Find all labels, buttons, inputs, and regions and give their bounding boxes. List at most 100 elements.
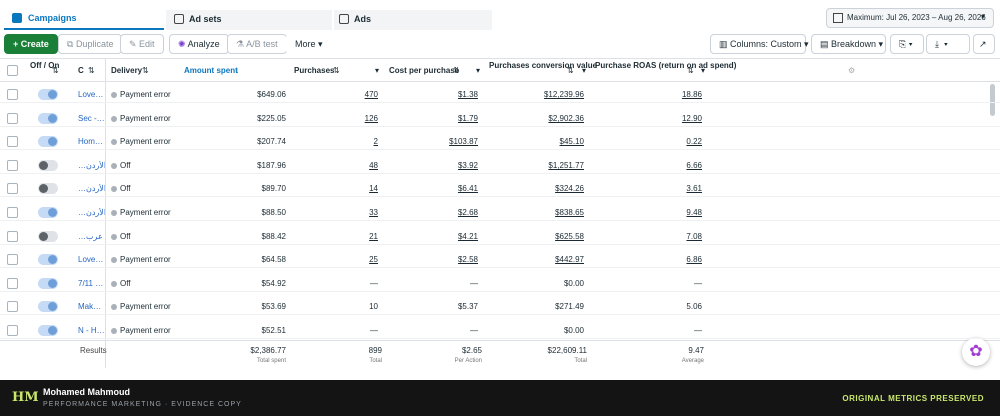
metric-cell: 12.90 [681,113,702,123]
metric-cell: $207.74 [257,137,286,147]
tab[interactable]: Ads [334,10,492,30]
delivery-status: Payment error [120,137,171,147]
metric-cell: 0.22 [686,137,702,147]
metric-cell: $89.70 [261,184,286,194]
metric-cell: $324.26 [555,184,584,194]
delivery-status: Payment error [120,90,171,99]
column-header: Cost per purchase [389,66,460,75]
toggle-knob [48,90,57,99]
sort-icon: ⇅ [333,66,340,75]
sort-icon: ⇅ [142,66,149,75]
column-menu: ▾ [476,66,481,75]
metric-cell: 6.86 [686,255,702,265]
metric-cell: $5.37 [457,302,478,312]
total-note: Total [369,358,382,364]
row-divider [0,125,1000,127]
column-header: Off / On [30,61,60,70]
row-checkbox [7,159,18,171]
campaign-name: Mak… [78,302,102,312]
settings-icon: ⚙ [848,66,856,75]
toggle [38,136,58,148]
metric-cell: $838.65 [555,208,584,217]
metric-cell: $187.96 [257,160,286,170]
metric-cell: $625.58 [555,231,584,241]
tab-label: Ads [354,14,372,24]
toggle-knob [48,278,57,288]
create-button[interactable]: + Create [4,34,58,54]
row-checkbox [7,89,18,100]
analyze-button[interactable]: ✺ Analyze [169,34,229,54]
toggle [38,277,58,289]
row-divider [0,149,1000,151]
tab-icon [174,14,184,24]
totals-divider [0,340,1000,341]
toggle-knob [48,208,57,217]
metric-cell: $0.00 [563,326,584,335]
delivery-status: Payment error [120,302,171,312]
sort-icon: ⇅ [687,66,694,75]
metric-cell: — [694,326,702,335]
campaign-name: …الأردن [78,184,105,194]
metric-cell: $1.38 [457,90,478,99]
metric-cell: 7.08 [686,231,702,241]
assistant-button[interactable]: ✿ [962,338,990,366]
total-value: $2,386.77 [250,346,286,355]
delivery-status: Payment error [120,208,171,217]
metric-cell: $4.21 [457,231,478,241]
metric-cell: 10 [369,302,378,312]
row-divider [0,220,1000,221]
metric-cell: $2,902.36 [548,113,584,123]
row-checkbox [7,230,18,242]
metric-cell: 3.61 [686,184,702,194]
metric-cell: $12,239.96 [543,90,584,99]
metric-cell: $1,251.77 [548,160,584,170]
report-button[interactable]: ⎘ ▾ [890,34,924,54]
date-range: Maximum: Jul 26, 2023 – Aug 26, 2026 [847,13,986,22]
column-menu: ▾ [582,66,587,75]
duplicate-button[interactable]: ⧉ Duplicate [58,34,123,54]
sort-icon: ⇅ [52,66,59,75]
column-header: Purchases conversion value [489,61,598,70]
row-divider [0,338,1000,339]
footer-badge: ORIGINAL METRICS PRESERVED [842,394,984,403]
campaign-name: 7/11 … [78,278,104,288]
breakdown-button[interactable]: ▤ Breakdown ▾ [811,34,886,54]
status-dot [111,92,117,98]
metric-cell: $0.00 [563,278,584,288]
status-dot [111,186,117,193]
delivery-status: Off [120,278,131,288]
campaign-name: Hom… [78,137,103,147]
more-button[interactable]: More ▾ [286,34,332,54]
columns-button[interactable]: ▥ Columns: Custom ▾ [710,34,809,54]
row-checkbox [7,183,18,195]
metric-cell: — [470,278,478,288]
toggle [38,230,58,242]
campaign-name: Love… [78,90,104,99]
date-picker[interactable]: Maximum: Jul 26, 2023 – Aug 26, 2026 ▾ [826,8,994,28]
row-checkbox [7,112,18,124]
tab[interactable]: Ad sets [166,10,332,30]
delivery-status: Payment error [120,255,171,265]
status-dot [111,280,117,287]
label: More [295,39,316,49]
metric-cell: $2.58 [457,255,478,265]
metric-cell: $442.97 [555,255,584,265]
edit-button[interactable]: ✎ Edit [120,34,164,54]
chevron: ▾ [981,12,986,21]
row-divider [0,196,1000,198]
tab-icon [12,13,22,23]
export-button[interactable]: ⤓ ▾ [926,34,970,54]
toggle-knob [48,326,57,335]
toggle [38,301,58,313]
footer: HM Mohamed Mahmoud PERFORMANCE MARKETING… [0,380,1000,416]
metric-cell: $3.92 [457,160,478,170]
chart-button[interactable]: ↗ [973,34,995,54]
total-note: Total spent [256,358,286,364]
ab-test-button[interactable]: ⚗ A/B test [227,34,287,54]
metric-cell: 21 [369,231,378,241]
tab-active[interactable]: Campaigns [4,8,164,30]
tab-label: Ad sets [189,14,222,24]
row-checkbox [7,301,18,313]
sort-icon: ⇅ [567,66,574,75]
